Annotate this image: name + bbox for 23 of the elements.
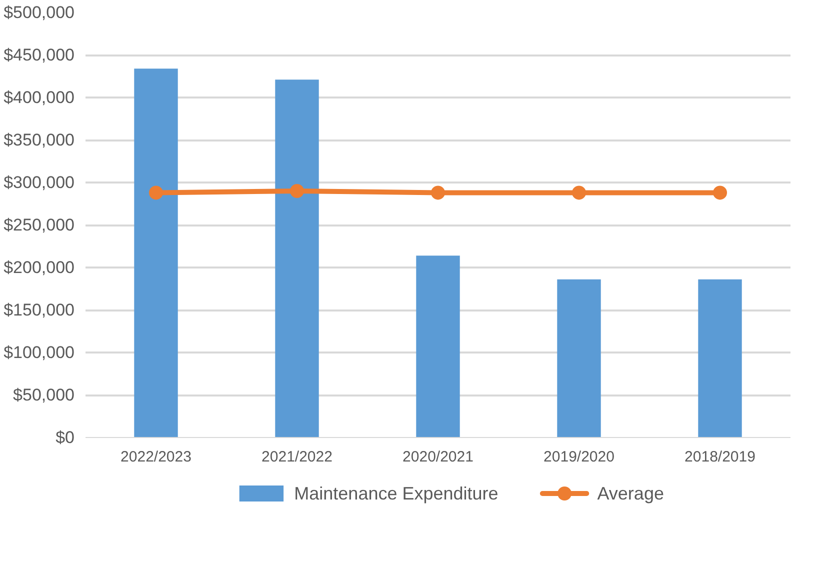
legend-label: Average [597, 484, 664, 504]
y-tick-label: $200,000 [4, 258, 74, 277]
x-tick-label: 2022/2023 [120, 448, 192, 466]
x-tick-label: 2020/2021 [402, 448, 474, 466]
legend-label: Maintenance Expenditure [294, 484, 498, 504]
y-tick-label: $450,000 [4, 46, 74, 64]
y-tick-label: $300,000 [4, 173, 74, 192]
y-tick-label: $400,000 [4, 88, 74, 107]
x-tick-label: 2018/2019 [684, 448, 756, 466]
bar [557, 279, 601, 438]
bar [275, 80, 319, 438]
y-tick-label: $0 [56, 428, 75, 447]
bar [698, 279, 742, 438]
y-tick-label: $100,000 [4, 343, 74, 362]
bar [416, 256, 460, 438]
y-tick-label: $150,000 [4, 300, 74, 320]
y-tick-label: $250,000 [4, 216, 74, 234]
x-tick-label: 2019/2020 [544, 448, 614, 466]
y-tick-label: $500,000 [4, 3, 74, 22]
bar [134, 68, 178, 438]
y-tick-label: $350,000 [4, 130, 74, 150]
x-tick-label: 2021/2022 [262, 448, 332, 466]
y-tick-label: $50,000 [13, 386, 74, 404]
